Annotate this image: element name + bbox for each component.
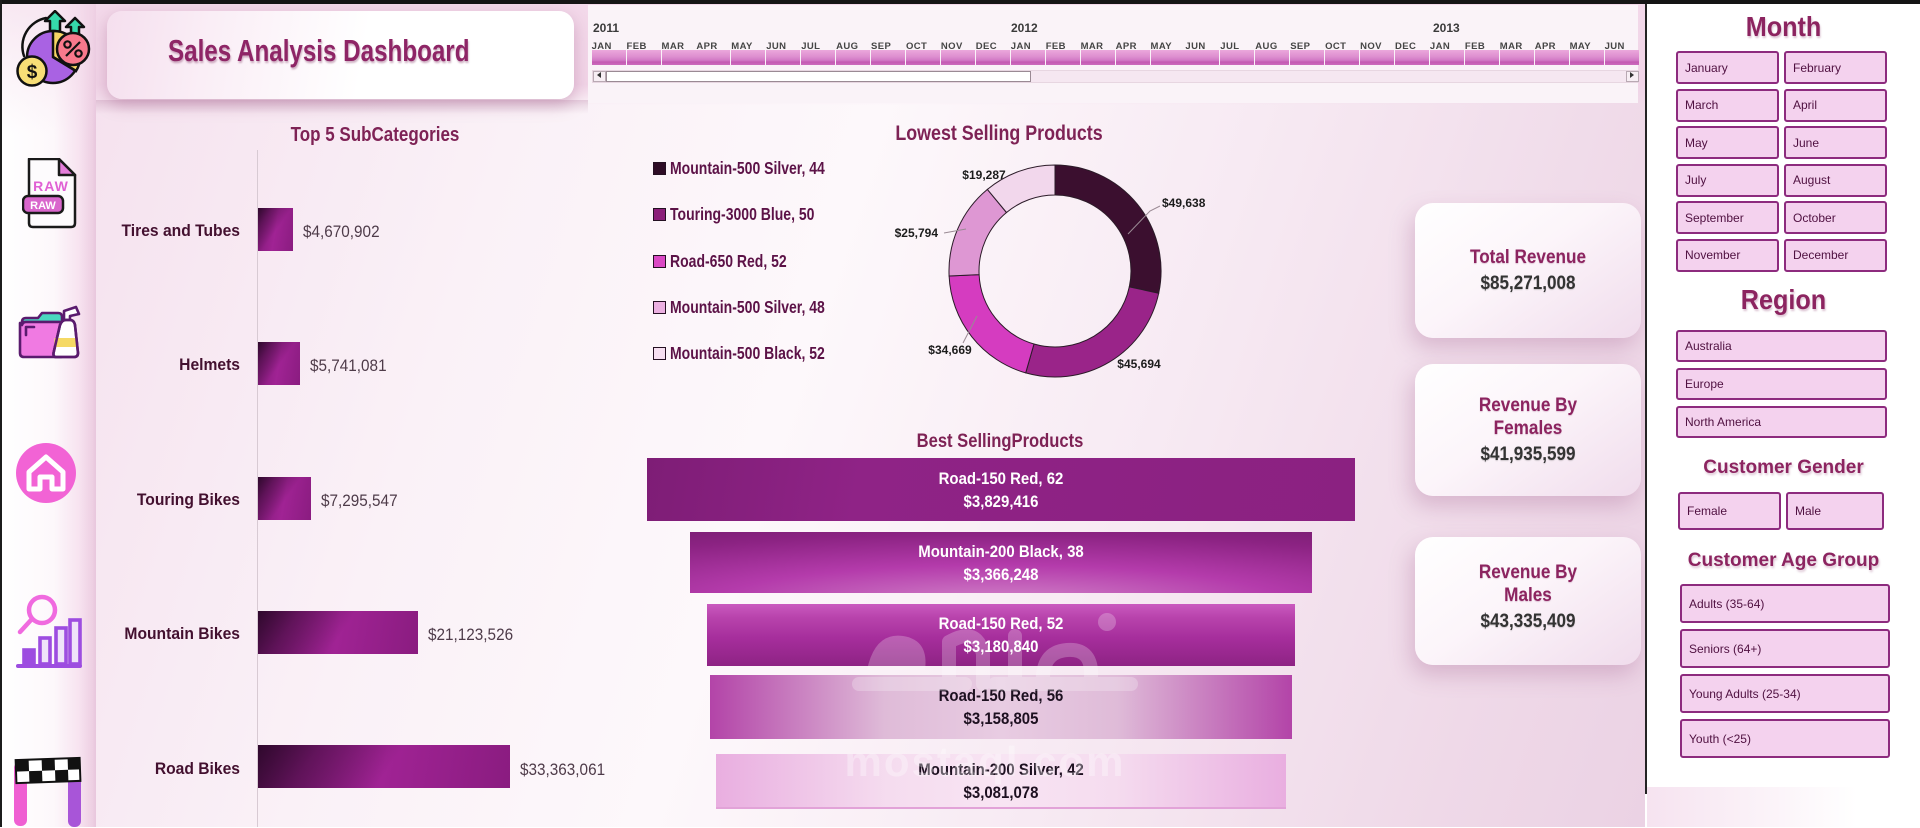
svg-text:$49,638: $49,638 [1162,196,1206,210]
svg-text:$34,669: $34,669 [928,343,972,357]
svg-text:$19,287: $19,287 [962,168,1006,182]
svg-text:$45,694: $45,694 [1117,357,1161,371]
svg-text:RAW: RAW [33,178,69,194]
svg-text:$25,794: $25,794 [895,226,939,240]
svg-text:RAW: RAW [30,200,56,212]
svg-text:$: $ [27,62,38,83]
